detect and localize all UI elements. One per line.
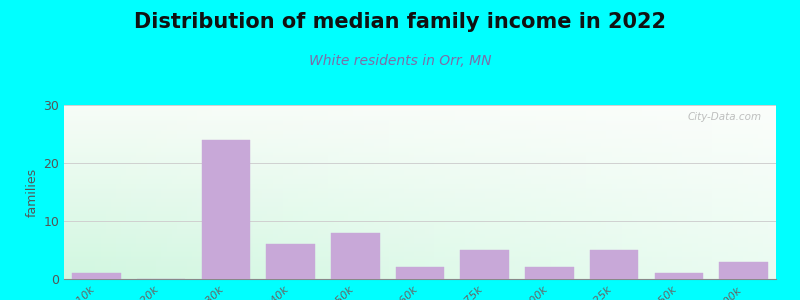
Bar [396,267,444,279]
Bar [266,244,315,279]
Text: City-Data.com: City-Data.com [688,112,762,122]
Bar [331,232,379,279]
Text: Distribution of median family income in 2022: Distribution of median family income in … [134,12,666,32]
Bar [461,250,509,279]
Bar [525,267,574,279]
Bar [202,140,250,279]
Y-axis label: families: families [26,167,39,217]
Bar [654,273,703,279]
Bar [719,262,768,279]
Bar [590,250,638,279]
Text: White residents in Orr, MN: White residents in Orr, MN [309,54,491,68]
Bar [72,273,121,279]
